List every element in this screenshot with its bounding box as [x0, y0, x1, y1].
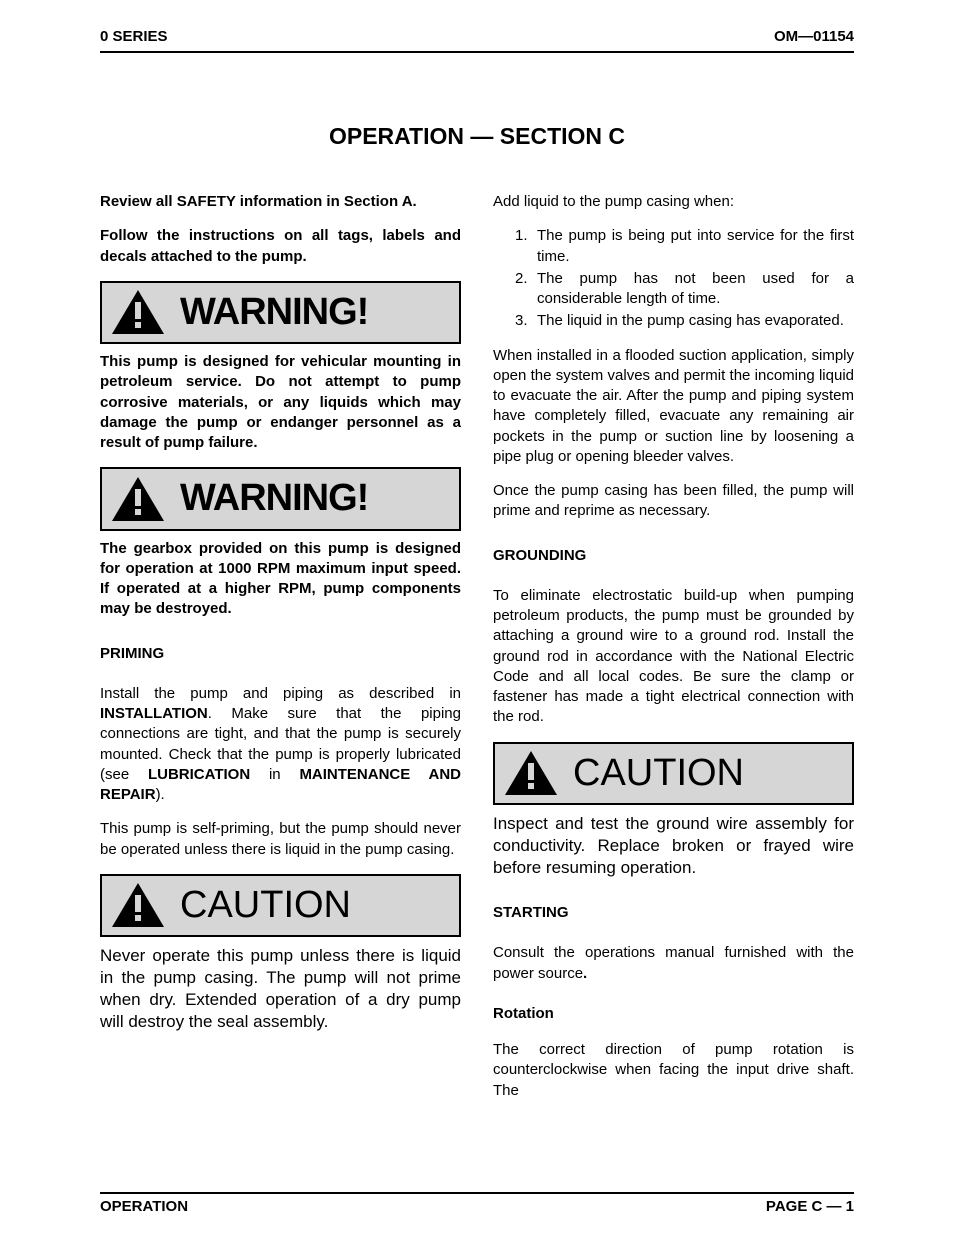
page: 0 SERIES OM—01154 OPERATION — SECTION C … — [0, 0, 954, 1235]
list-item-text: The liquid in the pump casing has evapor… — [537, 312, 844, 329]
rotation-heading: Rotation — [493, 1004, 854, 1024]
caution-2-text: Inspect and test the ground wire assembl… — [493, 813, 854, 879]
once-filled-para: Once the pump casing has been filled, th… — [493, 481, 854, 522]
footer-left: OPERATION — [100, 1198, 188, 1215]
warning-triangle-icon — [110, 475, 166, 523]
right-column: Add liquid to the pump casing when: 1.Th… — [493, 192, 854, 1115]
page-header: 0 SERIES OM—01154 — [100, 28, 854, 53]
header-right: OM—01154 — [774, 28, 854, 45]
caution-1-text: Never operate this pump unless there is … — [100, 945, 461, 1033]
grounding-heading: GROUNDING — [493, 546, 854, 566]
starting-para: Consult the operations manual furnished … — [493, 943, 854, 984]
footer-right: PAGE C — 1 — [766, 1198, 854, 1215]
intro-safety: Review all SAFETY information in Section… — [100, 192, 461, 212]
page-footer: OPERATION PAGE C — 1 — [100, 1192, 854, 1215]
list-item: 3.The liquid in the pump casing has evap… — [515, 311, 854, 331]
starting-heading: STARTING — [493, 903, 854, 923]
warning-2-text: The gearbox provided on this pump is des… — [100, 539, 461, 620]
text-bold: LUBRICATION — [148, 766, 250, 783]
caution-box-2: CAUTION — [493, 742, 854, 805]
list-item-text: The pump is being put into service for t… — [537, 227, 854, 264]
add-liquid-list: 1.The pump is being put into service for… — [493, 226, 854, 331]
intro-tags: Follow the instructions on all tags, lab… — [100, 226, 461, 267]
text-fragment: Install the pump and piping as described… — [100, 685, 461, 702]
priming-para-2: This pump is self-priming, but the pump … — [100, 819, 461, 860]
header-left: 0 SERIES — [100, 28, 168, 45]
caution-label: CAUTION — [180, 880, 351, 931]
warning-label: WARNING! — [180, 287, 368, 338]
text-fragment: in — [250, 766, 299, 783]
text-fragment: ). — [156, 786, 165, 803]
warning-triangle-icon — [503, 749, 559, 797]
warning-triangle-icon — [110, 881, 166, 929]
text-fragment: Consult the operations manual furnished … — [493, 944, 854, 981]
rotation-para: The correct direction of pump rotation i… — [493, 1040, 854, 1101]
warning-1-text: This pump is designed for vehicular moun… — [100, 352, 461, 453]
list-item: 2.The pump has not been used for a consi… — [515, 269, 854, 310]
warning-box-1: WARNING! — [100, 281, 461, 344]
caution-box-1: CAUTION — [100, 874, 461, 937]
text-bold: . — [583, 965, 587, 982]
priming-para-1: Install the pump and piping as described… — [100, 684, 461, 806]
left-column: Review all SAFETY information in Section… — [100, 192, 461, 1115]
priming-heading: PRIMING — [100, 644, 461, 664]
text-bold: INSTALLATION — [100, 705, 208, 722]
list-item: 1.The pump is being put into service for… — [515, 226, 854, 267]
warning-triangle-icon — [110, 288, 166, 336]
page-title: OPERATION — SECTION C — [100, 123, 854, 150]
caution-label: CAUTION — [573, 748, 744, 799]
flooded-para: When installed in a flooded suction appl… — [493, 346, 854, 468]
content-columns: Review all SAFETY information in Section… — [100, 192, 854, 1115]
warning-label: WARNING! — [180, 473, 368, 524]
warning-box-2: WARNING! — [100, 467, 461, 530]
add-liquid-intro: Add liquid to the pump casing when: — [493, 192, 854, 212]
list-item-text: The pump has not been used for a conside… — [537, 270, 854, 307]
grounding-para: To eliminate electrostatic build-up when… — [493, 586, 854, 728]
